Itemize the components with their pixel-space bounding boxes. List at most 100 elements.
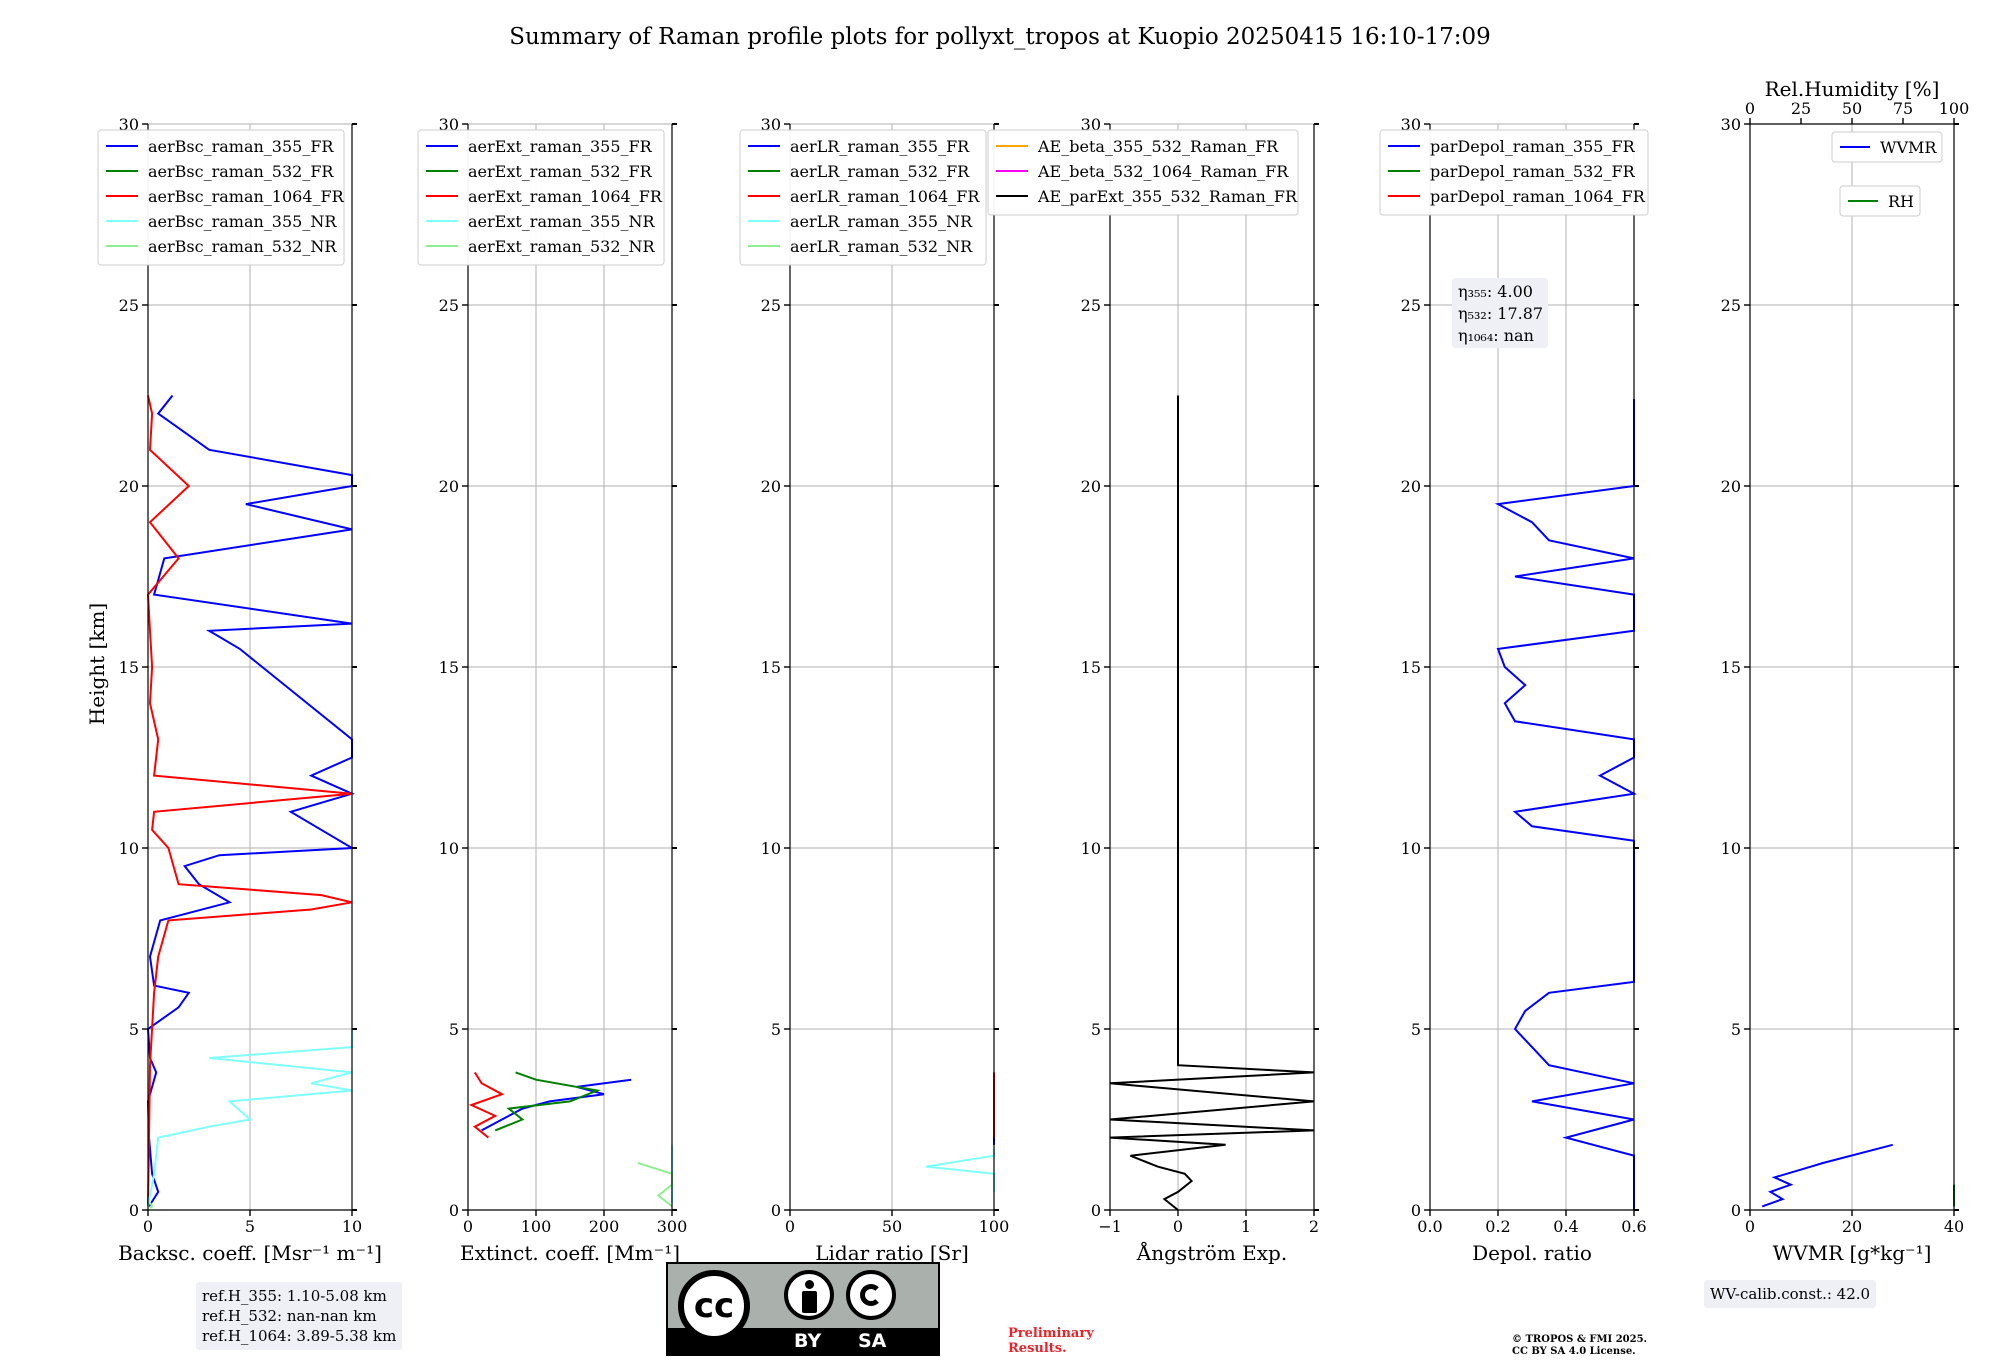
series-line-aerExt_raman_355_FR xyxy=(481,1078,632,1132)
y-tick-label: 10 xyxy=(761,839,781,858)
legend-box xyxy=(1379,129,1649,216)
y-tick-label: 30 xyxy=(119,115,139,134)
series-line-aerBsc_raman_1064_FR xyxy=(146,395,353,1207)
y-tick-label: 20 xyxy=(761,477,781,496)
legend-entry: AE_beta_355_532_Raman_FR xyxy=(1037,137,1279,156)
y-tick-label: 15 xyxy=(439,658,459,677)
legend-entry: aerExt_raman_355_FR xyxy=(468,137,653,156)
y-axis-label: Height [km] xyxy=(85,603,109,725)
cc-circle-icon: cc xyxy=(678,1270,750,1342)
copyright-line: CC BY SA 4.0 License. xyxy=(1512,1346,1636,1357)
refbox-line: ref.H_355: 1.10-5.08 km xyxy=(202,1287,387,1305)
legend-entry: aerExt_raman_532_NR xyxy=(468,237,656,256)
wv-calib-text: WV-calib.const.: 42.0 xyxy=(1710,1285,1871,1303)
refbox-line: ref.H_532: nan-nan km xyxy=(202,1307,377,1325)
y-tick-label: 20 xyxy=(1721,477,1741,496)
y-tick-label: 30 xyxy=(439,115,459,134)
y-tick-label: 20 xyxy=(439,477,459,496)
panel-3: 0 5 10 15 20 25 30 0 50 100 Lidar ratio [Sr] aerLR_… xyxy=(739,115,1009,1265)
series-line-aerLR_raman_355_NR xyxy=(925,1148,995,1192)
preliminary-results-note: Preliminary Results. xyxy=(1008,1326,1094,1356)
legend-entry: AE_parExt_355_532_Raman_FR xyxy=(1037,187,1298,206)
legend-entry: aerExt_raman_355_NR xyxy=(468,212,656,231)
figure-title: Summary of Raman profile plots for polly… xyxy=(509,24,1491,50)
eta-annotation-box xyxy=(1452,278,1548,348)
series-line-aerBsc_raman_532_NR xyxy=(149,1202,154,1209)
legend-box xyxy=(1831,131,1943,163)
y-tick-label: 10 xyxy=(1401,839,1421,858)
y-tick-label: 30 xyxy=(1721,115,1741,134)
sa-label: SA xyxy=(858,1330,887,1352)
legend-box xyxy=(739,129,987,266)
y-tick-label: 0 xyxy=(129,1201,139,1220)
y-tick-label: 20 xyxy=(1401,477,1421,496)
x-tick-label: 300 xyxy=(657,1217,688,1236)
legend-entry: aerBsc_raman_355_NR xyxy=(148,212,337,231)
legend-box xyxy=(1839,185,1921,217)
y-tick-label: 30 xyxy=(761,115,781,134)
legend-entry: aerLR_raman_532_FR xyxy=(790,162,970,181)
x-tick-label: −1 xyxy=(1098,1217,1122,1236)
x2-tick-label: 75 xyxy=(1893,99,1913,118)
x-tick-label: 0 xyxy=(785,1217,795,1236)
x2-tick-label: 50 xyxy=(1842,99,1862,118)
legend-entry: aerExt_raman_532_FR xyxy=(468,162,653,181)
x-tick-label: 0.0 xyxy=(1417,1217,1442,1236)
x-axis-label: Depol. ratio xyxy=(1472,1241,1592,1265)
x-tick-label: 1 xyxy=(1241,1217,1251,1236)
x-tick-label: 0.4 xyxy=(1553,1217,1578,1236)
wv-calib-box: WV-calib.const.: 42.0 xyxy=(1704,1280,1877,1308)
x-tick-label: 5 xyxy=(245,1217,255,1236)
y-tick-label: 5 xyxy=(771,1020,781,1039)
y-tick-label: 5 xyxy=(129,1020,139,1039)
legend-entry: aerLR_raman_355_NR xyxy=(790,212,973,231)
y-tick-label: 25 xyxy=(439,296,459,315)
x-tick-label: 40 xyxy=(1944,1217,1964,1236)
legend-entry: aerBsc_raman_532_NR xyxy=(148,237,337,256)
legend-entry: RH xyxy=(1888,192,1914,211)
y-tick-label: 0 xyxy=(771,1201,781,1220)
y-tick-label: 10 xyxy=(1721,839,1741,858)
y-tick-label: 5 xyxy=(449,1020,459,1039)
x-tick-label: 2 xyxy=(1309,1217,1319,1236)
x2-axis-label: Rel.Humidity [%] xyxy=(1765,77,1940,101)
y-tick-label: 15 xyxy=(1401,658,1421,677)
copyright-note: © TROPOS & FMI 2025. CC BY SA 4.0 Licens… xyxy=(1512,1334,1647,1358)
y-tick-label: 0 xyxy=(1091,1201,1101,1220)
sa-share-alike-icon xyxy=(846,1270,896,1320)
legend-entry: aerLR_raman_355_FR xyxy=(790,137,970,156)
legend-entry: aerBsc_raman_1064_FR xyxy=(148,187,345,206)
x-tick-label: 0 xyxy=(143,1217,153,1236)
y-tick-label: 25 xyxy=(761,296,781,315)
series-line-AE_parExt_355_532_Raman_FR xyxy=(1109,395,1315,1211)
y-tick-label: 15 xyxy=(119,658,139,677)
x-tick-label: 200 xyxy=(589,1217,620,1236)
x-axis-label: Extinct. coeff. [Mm⁻¹] xyxy=(460,1241,680,1265)
legend-box xyxy=(97,129,345,266)
x-axis-label: WVMR [g*kg⁻¹] xyxy=(1773,1241,1932,1265)
x2-tick-label: 25 xyxy=(1791,99,1811,118)
series-line-aerExt_raman_532_NR xyxy=(637,1161,673,1208)
x-tick-label: 0 xyxy=(463,1217,473,1236)
x-tick-label: 100 xyxy=(521,1217,552,1236)
x-tick-label: 0 xyxy=(1745,1217,1755,1236)
eta-annotation-line: η₅₃₂: 17.87 xyxy=(1458,304,1543,323)
x-axis-label: Ångström Exp. xyxy=(1136,1240,1287,1265)
x-tick-label: 0 xyxy=(1173,1217,1183,1236)
eta-annotation-line: η₃₅₅: 4.00 xyxy=(1458,282,1533,301)
x-tick-label: 10 xyxy=(342,1217,362,1236)
legend-entry: WVMR xyxy=(1880,138,1937,157)
panel-1: 0 5 10 15 20 25 30 0 5 10 Backsc. coeff. [Msr⁻¹ m⁻… xyxy=(97,115,382,1265)
legend-entry: aerLR_raman_532_NR xyxy=(790,237,973,256)
legend-entry: parDepol_raman_532_FR xyxy=(1430,162,1636,181)
y-tick-label: 25 xyxy=(1401,296,1421,315)
legend-entry: parDepol_raman_355_FR xyxy=(1430,137,1636,156)
y-tick-label: 30 xyxy=(1081,115,1101,134)
series-line-aerExt_raman_1064_FR xyxy=(468,1071,505,1139)
x-tick-label: 20 xyxy=(1842,1217,1862,1236)
x-tick-label: 50 xyxy=(882,1217,902,1236)
x-tick-label: 0.2 xyxy=(1485,1217,1510,1236)
